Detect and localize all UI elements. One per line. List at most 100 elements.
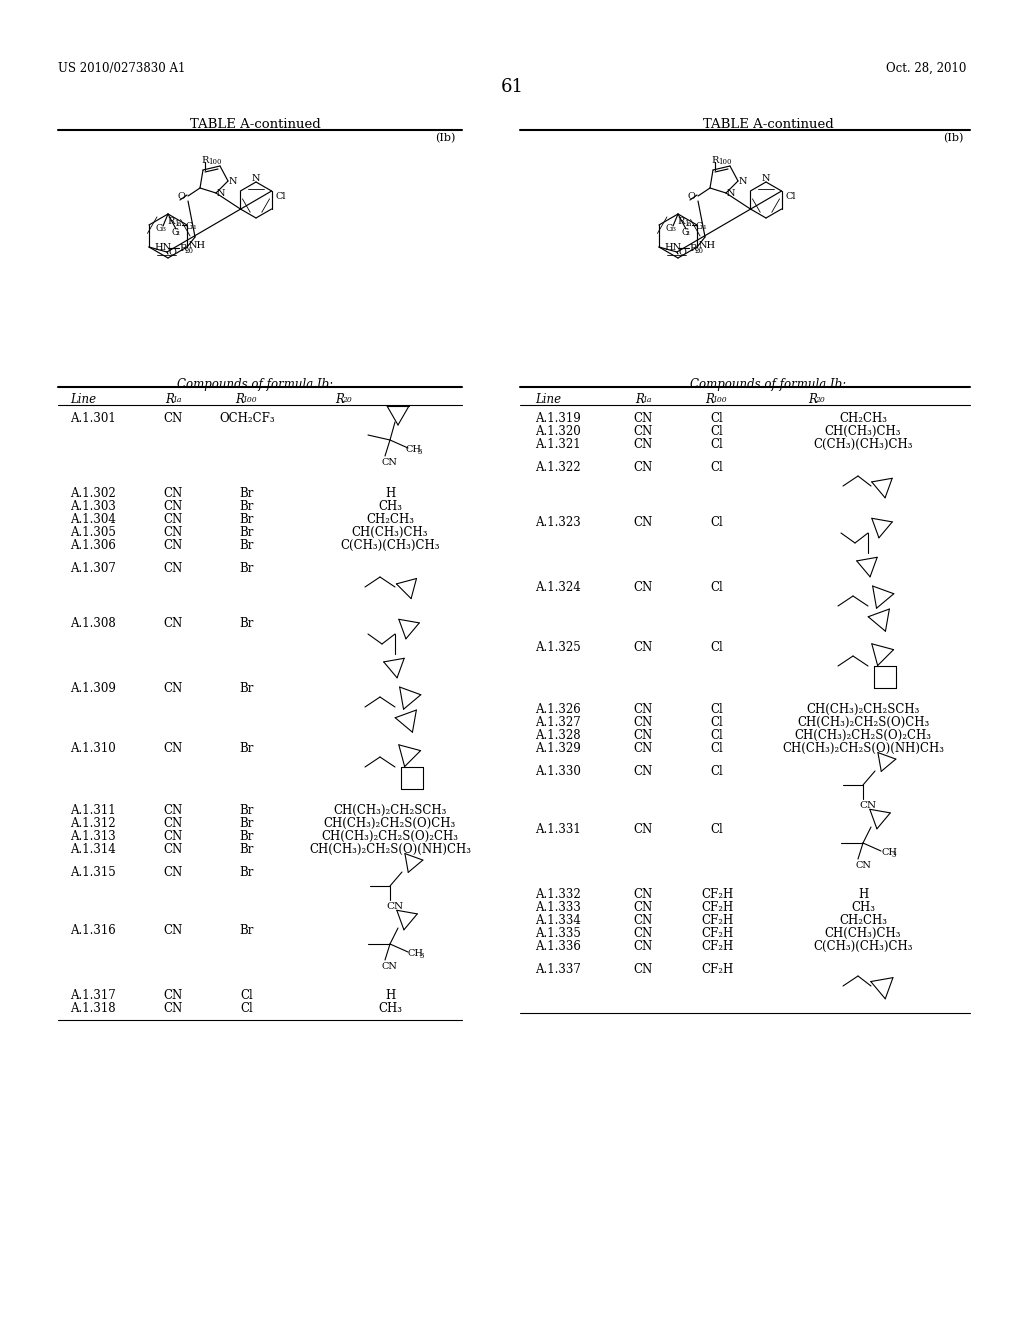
Text: A.1.319: A.1.319 — [535, 412, 581, 425]
Text: 3: 3 — [671, 227, 675, 232]
Text: R: R — [808, 393, 817, 407]
Text: Br: Br — [240, 500, 254, 513]
Text: CH₃: CH₃ — [851, 902, 874, 913]
Text: CH(CH₃)₂CH₂S(O)(NH)CH₃: CH(CH₃)₂CH₂S(O)(NH)CH₃ — [309, 843, 471, 855]
Text: A.1.309: A.1.309 — [70, 682, 116, 696]
Text: CH(CH₃)₂CH₂S(O)(NH)CH₃: CH(CH₃)₂CH₂S(O)(NH)CH₃ — [782, 742, 944, 755]
Text: HN: HN — [154, 243, 171, 252]
Text: Cl: Cl — [711, 729, 723, 742]
Text: CN: CN — [164, 989, 182, 1002]
Text: CN: CN — [164, 843, 182, 855]
Text: Cl: Cl — [711, 742, 723, 755]
Text: Cl: Cl — [711, 822, 723, 836]
Text: A.1.313: A.1.313 — [70, 830, 116, 843]
Text: Cl: Cl — [711, 715, 723, 729]
Text: Cl: Cl — [785, 191, 796, 201]
Text: CF₂H: CF₂H — [700, 888, 733, 902]
Text: 3: 3 — [892, 851, 896, 859]
Text: CN: CN — [634, 715, 652, 729]
Text: Br: Br — [240, 616, 254, 630]
Text: HN: HN — [664, 243, 681, 252]
Text: CN: CN — [634, 742, 652, 755]
Text: N: N — [217, 189, 225, 198]
Text: A.1.321: A.1.321 — [535, 438, 581, 451]
Text: CN: CN — [634, 822, 652, 836]
Text: A.1.326: A.1.326 — [535, 704, 581, 715]
Text: N: N — [762, 174, 770, 183]
Text: a: a — [177, 220, 181, 228]
Text: CN: CN — [855, 861, 870, 870]
Text: (Ib): (Ib) — [943, 133, 963, 144]
Text: 2: 2 — [686, 231, 690, 236]
Text: CF₂H: CF₂H — [700, 964, 733, 975]
Text: C(CH₃)(CH₃)CH₃: C(CH₃)(CH₃)CH₃ — [340, 539, 439, 552]
Text: Br: Br — [240, 866, 254, 879]
Text: A.1.327: A.1.327 — [535, 715, 581, 729]
Text: R: R — [635, 393, 644, 407]
Text: CN: CN — [634, 516, 652, 529]
Text: TABLE A-continued: TABLE A-continued — [702, 117, 834, 131]
Text: CN: CN — [164, 682, 182, 696]
Text: A.1.304: A.1.304 — [70, 513, 116, 525]
Text: CF₂H: CF₂H — [700, 913, 733, 927]
Text: N: N — [739, 177, 748, 186]
Text: A.1.305: A.1.305 — [70, 525, 116, 539]
Text: Line: Line — [70, 393, 96, 407]
Text: CN: CN — [164, 804, 182, 817]
Text: A.1.318: A.1.318 — [70, 1002, 116, 1015]
Text: Br: Br — [240, 843, 254, 855]
Text: CN: CN — [634, 902, 652, 913]
Text: Line: Line — [535, 393, 561, 407]
Text: CH(CH₃)₂CH₂SCH₃: CH(CH₃)₂CH₂SCH₃ — [806, 704, 920, 715]
Text: 100: 100 — [208, 158, 221, 166]
Text: A.1.331: A.1.331 — [535, 822, 581, 836]
Text: CN: CN — [634, 581, 652, 594]
Text: A.1.320: A.1.320 — [535, 425, 581, 438]
Text: A.1.325: A.1.325 — [535, 642, 581, 653]
Text: 3: 3 — [417, 447, 421, 455]
Text: R: R — [201, 156, 208, 165]
Text: Br: Br — [240, 682, 254, 696]
Text: A.1.302: A.1.302 — [70, 487, 116, 500]
Text: A.1.324: A.1.324 — [535, 581, 581, 594]
Text: Oct. 28, 2010: Oct. 28, 2010 — [886, 62, 966, 75]
Text: A.1.301: A.1.301 — [70, 412, 116, 425]
Text: Compounds of formula Ib:: Compounds of formula Ib: — [690, 378, 846, 391]
Text: 1: 1 — [174, 220, 178, 228]
Text: CH(CH₃)₂CH₂S(O)₂CH₃: CH(CH₃)₂CH₂S(O)₂CH₃ — [322, 830, 459, 843]
Text: CN: CN — [164, 500, 182, 513]
Text: C(CH₃)(CH₃)CH₃: C(CH₃)(CH₃)CH₃ — [813, 438, 912, 451]
Text: CN: CN — [859, 801, 877, 810]
Text: H: H — [858, 888, 868, 902]
Text: CN: CN — [634, 964, 652, 975]
Text: Br: Br — [240, 830, 254, 843]
Text: CN: CN — [634, 438, 652, 451]
Text: R: R — [179, 244, 186, 253]
Text: CH₂CH₃: CH₂CH₃ — [366, 513, 414, 525]
Text: A.1.329: A.1.329 — [535, 742, 581, 755]
Text: Compounds of formula Ib:: Compounds of formula Ib: — [177, 378, 333, 391]
Text: 1a: 1a — [172, 396, 181, 404]
Text: H: H — [385, 487, 395, 500]
Text: CH(CH₃)₂CH₂S(O)₂CH₃: CH(CH₃)₂CH₂S(O)₂CH₃ — [795, 729, 932, 742]
Text: Br: Br — [240, 817, 254, 830]
Text: CN: CN — [634, 927, 652, 940]
Text: Cl: Cl — [711, 516, 723, 529]
Text: G: G — [171, 228, 178, 238]
Text: O: O — [169, 248, 177, 257]
Text: A.1.335: A.1.335 — [535, 927, 581, 940]
Text: R: R — [705, 393, 714, 407]
Text: CH(CH₃)₂CH₂SCH₃: CH(CH₃)₂CH₂SCH₃ — [334, 804, 446, 817]
Text: US 2010/0273830 A1: US 2010/0273830 A1 — [58, 62, 185, 75]
Text: G: G — [681, 228, 688, 238]
Text: CN: CN — [164, 742, 182, 755]
Text: CN: CN — [634, 888, 652, 902]
Text: (Ib): (Ib) — [434, 133, 455, 144]
Text: NH: NH — [189, 242, 206, 249]
Text: CH(CH₃)₂CH₂S(O)CH₃: CH(CH₃)₂CH₂S(O)CH₃ — [797, 715, 929, 729]
Text: R: R — [689, 244, 696, 253]
Text: Cl: Cl — [241, 989, 253, 1002]
Text: A.1.322: A.1.322 — [535, 461, 581, 474]
Text: G: G — [696, 222, 703, 231]
Text: CN: CN — [634, 461, 652, 474]
